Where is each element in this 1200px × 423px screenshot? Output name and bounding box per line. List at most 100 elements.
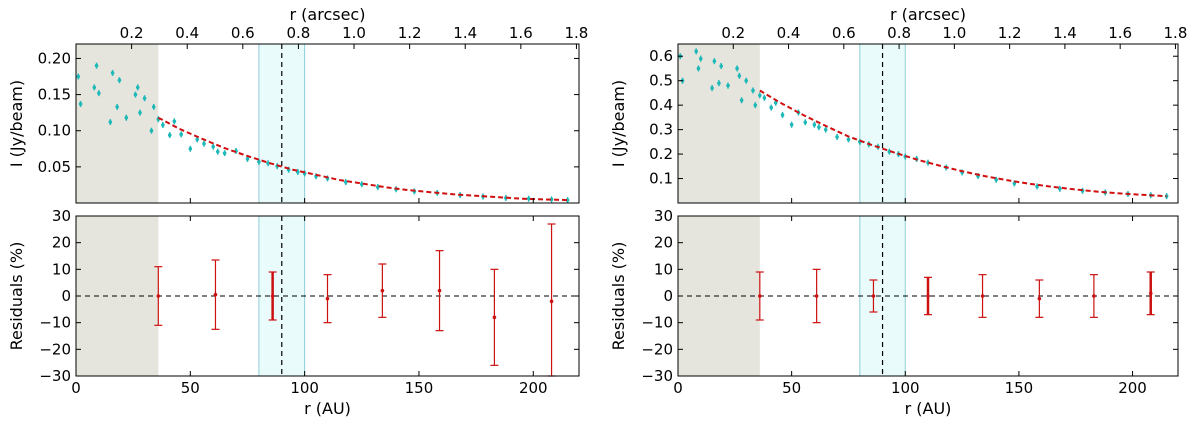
data-point [78,102,83,106]
data-point [76,74,81,79]
ring-band [859,43,906,204]
data-point [195,137,199,142]
data-point [211,144,215,149]
data-point [1164,194,1169,198]
data-point [179,132,183,137]
arcsec-tick-label: 1.6 [1108,24,1132,42]
residual-point [926,294,930,298]
arcsec-tick-label: 0.2 [120,24,144,42]
top-ytick-label: 0.15 [38,86,71,104]
data-point [215,149,220,154]
residuals [755,268,1155,324]
x-axis-label: r (AU) [304,399,351,418]
data-point [124,115,129,120]
arcsec-tick-label: 0.6 [231,24,255,42]
data-point [835,135,839,139]
data-point [735,66,739,71]
arcsec-tick-label: 0.8 [887,24,911,42]
arcsec-axis-label: r (arcsec) [290,5,366,24]
ring-band [258,43,306,204]
data-point [780,113,785,117]
bottom-ytick-label: −30 [641,367,673,385]
residual-point [980,294,985,298]
data-point [762,96,767,100]
data-point [526,196,531,201]
data-point [222,151,227,155]
data-point [151,105,156,109]
data-point [694,49,698,54]
bottom-ytick-label: 10 [654,260,673,278]
data-point [823,127,828,132]
top-axes-frame [75,43,580,204]
data-point [789,122,794,127]
data-point [817,125,821,129]
top-ytick-label: 0.2 [649,145,673,163]
top-ytick-label: 0.4 [649,96,673,114]
bottom-ytick-label: 0 [663,287,673,305]
data-point [710,86,714,90]
residual-point [1092,294,1096,298]
panel-left: 0.05 0.10 0.15 0.20 I (Jy/beam) 0.2 0.4 0.6 0.8 1… [7,5,588,418]
data-point [758,93,762,98]
residual-point [325,296,330,301]
residual-point [758,294,762,298]
residual-point [1037,296,1042,301]
data-point [712,59,717,63]
x-tick-label: 0 [673,379,683,397]
data-point [739,98,744,103]
arcsec-tick-label: 0.2 [721,24,745,42]
top-ytick-label: 0.1 [649,170,673,188]
data-point [142,96,147,101]
bottom-background [76,215,306,377]
arcsec-tick-label: 1.4 [1053,24,1077,42]
inner-region-shade [678,44,760,203]
arcsec-axis-label: r (arcsec) [890,5,966,24]
data-point [94,63,99,68]
x-tick-label: 50 [181,379,200,397]
top-ytick-label: 0.20 [38,49,71,67]
data-point [133,92,138,97]
x-tick-label: 150 [1005,379,1034,397]
data-point [115,105,119,109]
residual-point [814,294,819,298]
x-tick-label: 150 [405,379,434,397]
residual-point [437,288,442,293]
data-point [149,128,154,133]
inner-region-shade [76,44,159,203]
data-point [1058,187,1062,191]
top-axes-frame [677,43,1179,204]
data-point [359,182,364,187]
data-point [266,161,270,166]
bottom-y-axis-label: Residuals (%) [7,242,26,351]
top-ytick-label: 0.10 [38,122,71,140]
model-curve [759,89,1167,198]
top-background [76,43,306,204]
bottom-ytick-label: 0 [61,287,71,305]
x-tick-label: 100 [891,379,920,397]
arcsec-tick-label: 1.8 [1164,24,1188,42]
x-tick-label: 0 [71,379,81,397]
residuals [154,223,556,377]
bottom-ytick-label: −30 [39,367,71,385]
x-tick-label: 200 [519,379,548,397]
arcsec-tick-label: 1.8 [565,24,589,42]
arcsec-tick-label: 1.2 [398,24,422,42]
residual-point [1148,291,1153,296]
data-point [135,85,140,90]
bottom-ytick-label: 30 [654,207,673,225]
data-point [753,103,758,107]
data-point [110,71,115,75]
data-point [737,74,742,78]
data-point [751,88,755,93]
arcsec-tick-label: 1.0 [942,24,966,42]
bottom-y-axis-label: Residuals (%) [609,242,628,351]
bottom-ytick-label: −10 [39,314,71,332]
data-point [769,105,773,110]
arcsec-tick-label: 1.0 [342,24,366,42]
residual-point [270,294,275,298]
x-tick-label: 200 [1118,379,1147,397]
data-point [719,64,723,68]
arcsec-tick-label: 0.6 [832,24,856,42]
residual-point [492,315,497,320]
data-point [245,157,250,161]
